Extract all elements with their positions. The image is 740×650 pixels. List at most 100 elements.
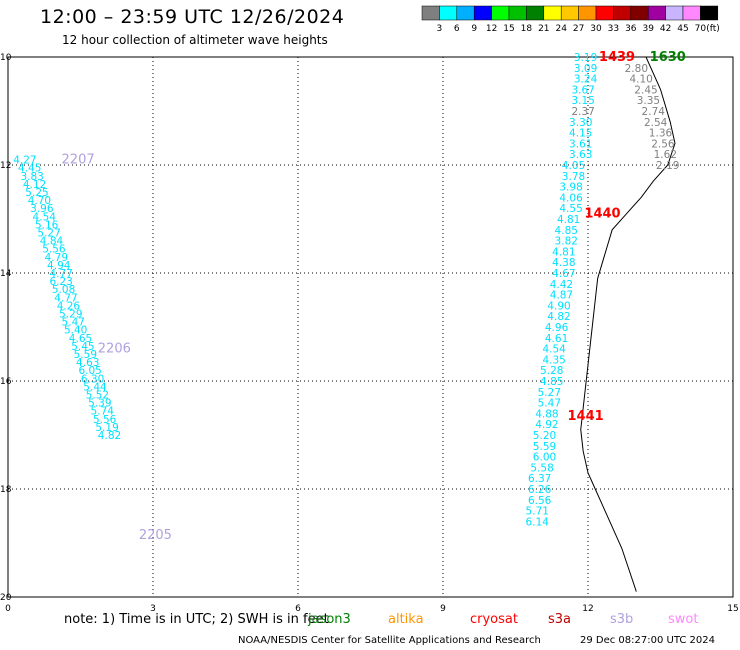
pass-time-label: 1630 <box>650 50 686 65</box>
wave-height-label: 4.82 <box>547 311 570 323</box>
wave-height-label: 3.67 <box>571 84 594 96</box>
legend-tick-label: 36 <box>625 24 637 34</box>
wave-height-label: 4.92 <box>535 419 558 431</box>
wave-height-label: 6.56 <box>528 495 552 507</box>
wave-height-label: 3.78 <box>562 171 585 183</box>
wave-height-label: 4.61 <box>545 333 568 345</box>
y-tick-label: 10 <box>0 53 12 63</box>
legend-tick-label: 6 <box>454 24 460 34</box>
x-tick-label: 0 <box>5 604 11 614</box>
legend-tick-label: 12 <box>486 24 497 34</box>
wave-height-label: 5.56 <box>93 414 117 426</box>
legend-tick-label: 30 <box>590 24 602 34</box>
wave-height-label: 2.45 <box>634 84 657 96</box>
wave-height-label: 4.87 <box>550 290 573 302</box>
wave-height-label: 3.63 <box>569 149 592 161</box>
wave-height-label: 6.23 <box>49 276 72 288</box>
wave-height-label: 5.56 <box>42 244 66 256</box>
wave-height-label: 3.96 <box>30 203 54 215</box>
legend-tick-label: 42 <box>660 24 671 34</box>
pass-time-label: 1441 <box>567 409 603 424</box>
wave-height-label: 5.59 <box>74 349 97 361</box>
wave-height-label: 5.47 <box>62 317 85 329</box>
pass-time-label: 2206 <box>98 342 131 357</box>
wave-height-label: 5.16 <box>35 219 59 231</box>
wave-height-label: 4.79 <box>45 252 68 264</box>
y-tick-label: 14 <box>0 269 12 279</box>
x-tick-label: 3 <box>150 604 156 614</box>
legend-color-box <box>595 5 614 21</box>
wave-height-label: 3.35 <box>637 95 660 107</box>
wave-height-label: 5.74 <box>91 406 115 418</box>
wave-height-label: 4.84 <box>40 236 64 248</box>
wave-height-label: 3.98 <box>559 182 582 194</box>
wave-height-label: 1.36 <box>649 128 673 140</box>
wave-height-label: 4.81 <box>552 246 575 258</box>
legend-tick-label: 33 <box>608 24 619 34</box>
wave-height-label: 5.27 <box>538 387 561 399</box>
pass-time-label: 2205 <box>139 528 172 543</box>
wave-height-label: 5.28 <box>540 365 563 377</box>
legend-tick-label: 21 <box>538 24 549 34</box>
wave-height-label: 4.81 <box>557 214 580 226</box>
pass-time-label: 1439 <box>599 50 635 65</box>
wave-height-label: 4.82 <box>98 430 121 442</box>
wave-height-label: 6.26 <box>528 484 552 496</box>
legend-color-box <box>526 5 545 21</box>
legend-tick-label: 45 <box>677 24 688 34</box>
wave-height-label: 5.27 <box>37 228 60 240</box>
wave-height-label: 5.47 <box>538 398 561 410</box>
wave-height-label: 4.05 <box>562 160 585 172</box>
legend-tick-label: 24 <box>555 24 567 34</box>
wave-height-label: 4.85 <box>555 225 578 237</box>
wave-height-label: 5.44 <box>83 381 107 393</box>
satellite-name: altika <box>388 612 424 627</box>
wave-height-label: 4.45 <box>18 163 41 175</box>
wave-height-label: 4.63 <box>76 357 99 369</box>
wave-height-label: 5.59 <box>533 441 556 453</box>
x-tick-label: 15 <box>727 604 738 614</box>
wave-height-label: 4.85 <box>540 376 563 388</box>
wave-height-label: 3.30 <box>569 117 592 129</box>
y-tick-label: 12 <box>0 161 11 171</box>
wave-height-label: 3.19 <box>574 52 597 64</box>
wave-height-label: 3.24 <box>574 74 598 86</box>
wave-height-label: 4.77 <box>54 292 77 304</box>
wave-height-label: 6.30 <box>81 373 104 385</box>
legend-color-box <box>647 5 666 21</box>
wave-height-label: 4.38 <box>552 257 575 269</box>
legend-color-box <box>473 5 492 21</box>
wave-height-label: 4.15 <box>569 128 592 140</box>
wave-height-label: 5.58 <box>530 462 553 474</box>
satellite-name: s3b <box>610 612 634 627</box>
wave-height-label: 6.00 <box>533 452 556 464</box>
wave-height-label: 2.19 <box>656 160 679 172</box>
pass-time-label: 1440 <box>584 207 620 222</box>
wave-height-label: 3.15 <box>571 95 594 107</box>
wave-height-label: 4.67 <box>552 268 575 280</box>
wave-height-label: 6.05 <box>78 365 101 377</box>
wave-height-label: 2.56 <box>651 138 675 150</box>
wave-height-label: 3.09 <box>574 63 597 75</box>
legend-color-box <box>439 5 458 21</box>
wave-height-label: 5.25 <box>25 187 48 199</box>
wave-height-label: 4.54 <box>542 344 566 356</box>
wave-height-label: 2.37 <box>571 106 594 118</box>
legend-tick-label: 3 <box>437 24 443 34</box>
legend-tick-label: 18 <box>521 24 533 34</box>
map-frame <box>7 56 734 598</box>
wave-height-label: 2.80 <box>625 63 648 75</box>
coastline <box>580 56 676 592</box>
legend-unit-label: (ft) <box>706 24 720 34</box>
wave-height-label: 5.08 <box>52 284 75 296</box>
wave-height-label: 4.26 <box>57 300 81 312</box>
wave-height-label: 3.61 <box>569 138 592 150</box>
legend-color-box <box>508 5 527 21</box>
wave-height-label: 5.52 <box>86 390 109 402</box>
wave-height-label: 4.88 <box>535 408 558 420</box>
wave-height-label: 5.19 <box>95 422 118 434</box>
satellite-name: jason3 <box>308 612 351 627</box>
legend-color-box <box>700 5 719 21</box>
legend-color-box <box>456 5 475 21</box>
